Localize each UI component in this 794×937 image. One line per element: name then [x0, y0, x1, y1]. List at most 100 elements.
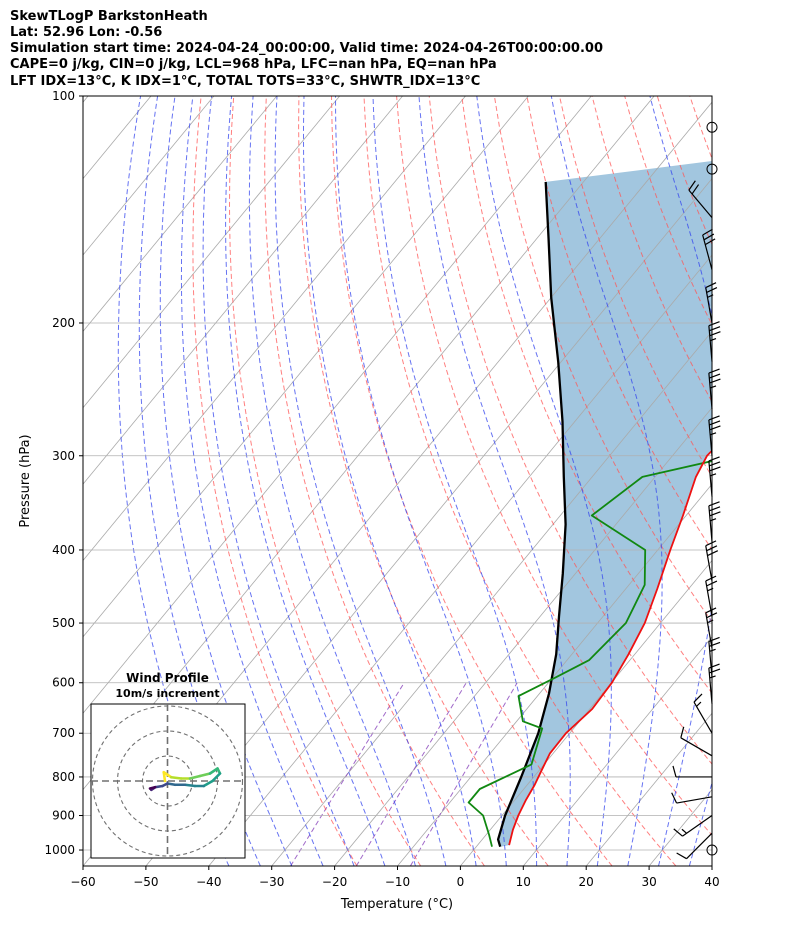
- moist-adiabat-line: [335, 96, 507, 866]
- wind-barb: [708, 501, 721, 542]
- barb-flag: [704, 238, 716, 246]
- barb-flag: [705, 282, 717, 289]
- barb-flag: [691, 184, 700, 195]
- moist-adiabat-line: [649, 96, 712, 866]
- isotherm-line: [83, 96, 278, 332]
- y-tick-label: 600: [52, 676, 75, 690]
- barb-flag: [707, 550, 719, 557]
- barb-flag: [708, 456, 720, 462]
- barb-flag: [708, 321, 720, 327]
- wind-barb: [673, 815, 713, 837]
- barb-staff: [705, 545, 713, 582]
- wind-barb: [688, 180, 713, 219]
- location-line: Lat: 52.96 Lon: -0.56: [10, 25, 163, 40]
- y-tick-label: 200: [52, 316, 75, 330]
- wind-barb: [708, 456, 721, 497]
- hodograph-segment: [198, 772, 212, 778]
- y-tick-label: 1000: [44, 843, 75, 857]
- dry-adiabat-line: [493, 96, 712, 623]
- wind-barb: [672, 765, 712, 778]
- isotherm-line: [271, 330, 712, 866]
- x-tick-label: −10: [385, 875, 410, 889]
- isotherm-line: [460, 559, 712, 866]
- hodograph-segment: [202, 779, 214, 788]
- barb-staff: [708, 460, 713, 497]
- y-tick-label: 500: [52, 616, 75, 630]
- barb-flag: [709, 373, 721, 379]
- x-tick-label: −20: [322, 875, 347, 889]
- barb-staff: [708, 505, 713, 542]
- moist-adiabat-line: [202, 96, 355, 866]
- barb-flag: [688, 180, 696, 191]
- isotherm-line: [83, 96, 403, 485]
- barb-flag: [709, 461, 721, 467]
- barb-staff: [705, 612, 713, 649]
- barb-half-flag: [709, 385, 717, 389]
- index-line: LFT IDX=13°C, K IDX=1°C, TOTAL TOTS=33°C…: [10, 74, 481, 89]
- temperature-profile-line: [508, 449, 712, 846]
- barb-staff: [705, 287, 713, 324]
- y-tick-label: 800: [52, 770, 75, 784]
- barb-flag: [708, 415, 720, 421]
- x-axis-label: Temperature (°C): [340, 897, 453, 912]
- isotherm-line: [145, 177, 712, 866]
- y-tick-label: 700: [52, 726, 75, 740]
- moist-adiabat-line: [372, 96, 538, 866]
- barb-flag: [676, 852, 687, 860]
- hodograph-segment: [188, 774, 202, 780]
- dry-adiabat-line: [298, 96, 549, 866]
- x-tick-label: −40: [196, 875, 221, 889]
- barb-staff: [708, 667, 713, 704]
- barb-flag: [709, 466, 721, 472]
- y-tick-label: 300: [52, 449, 75, 463]
- dry-adiabat-line: [264, 96, 485, 866]
- x-tick-label: 30: [641, 875, 656, 889]
- hodograph-segment: [211, 772, 222, 783]
- isotherm-line: [208, 254, 712, 866]
- x-tick-label: 40: [704, 875, 719, 889]
- hodograph-segment: [169, 775, 183, 780]
- cape-line: CAPE=0 j/kg, CIN=0 j/kg, LCL=968 hPa, LF…: [10, 57, 497, 72]
- y-tick-label: 100: [52, 89, 75, 103]
- barb-half-flag: [709, 518, 717, 522]
- barb-staff: [686, 832, 713, 860]
- x-tick-label: −50: [133, 875, 158, 889]
- hodograph-segment: [183, 783, 197, 788]
- isotherm-line: [397, 483, 712, 866]
- parcel-profile-line: [496, 181, 567, 848]
- cape-cin-shading: [498, 161, 712, 847]
- barb-flag: [705, 575, 717, 582]
- barb-staff: [708, 419, 713, 456]
- barb-flag: [709, 506, 721, 512]
- y-axis-label: Pressure (hPa): [18, 434, 33, 527]
- dry-adiabat-line: [396, 96, 712, 836]
- dry-adiabat-line: [428, 96, 712, 765]
- barb-flag: [693, 693, 703, 703]
- inset-content: [91, 704, 245, 858]
- isotherm-line: [334, 407, 712, 866]
- isotherm-line: [522, 636, 712, 866]
- dry-adiabat-line: [559, 96, 712, 478]
- isotherm-line: [585, 712, 712, 866]
- moist-adiabat-line: [274, 96, 447, 866]
- wind-barb: [680, 726, 713, 757]
- barb-staff: [708, 325, 713, 362]
- moist-adiabat-line: [180, 96, 324, 866]
- barb-half-flag: [696, 701, 702, 707]
- barb-staff: [688, 189, 713, 219]
- dry-adiabat-line: [722, 96, 794, 866]
- dewpoint-profile-line: [467, 460, 712, 847]
- barb-staff: [702, 234, 713, 270]
- y-tick-label: 400: [52, 543, 75, 557]
- isotherm-line: [83, 96, 529, 638]
- mixing-ratio-line: [290, 682, 405, 866]
- inset-subtitle: 10m/s increment: [115, 687, 219, 700]
- barb-flag: [709, 326, 721, 332]
- barb-staff: [676, 796, 713, 804]
- moist-adiabat-line: [303, 96, 477, 866]
- chart-title: SkewTLogP BarkstonHeath: [10, 9, 208, 24]
- moist-adiabat-line: [225, 96, 386, 866]
- dry-adiabat-line: [331, 96, 613, 866]
